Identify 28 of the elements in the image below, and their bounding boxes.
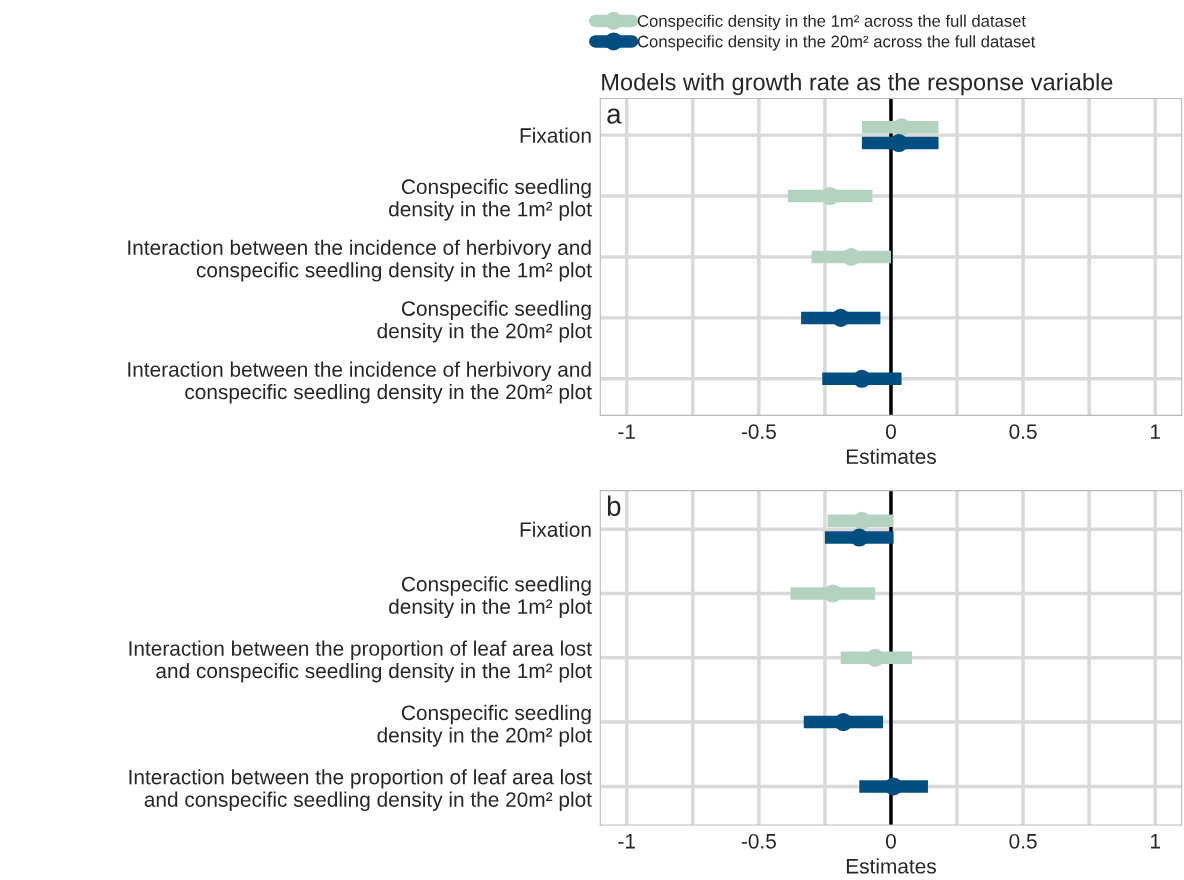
y-tick-label: Fixation <box>520 127 591 143</box>
point <box>884 777 903 796</box>
x-tick-label: -0.5 <box>741 833 776 849</box>
y-tick-label: Interaction between the incidence of herbivory and conspecific seedling density in the 1m² plot <box>128 239 592 282</box>
x-tick-label: -1 <box>618 834 635 849</box>
x-tick-label: 1 <box>1151 834 1160 849</box>
x-tick-label: 0 <box>885 833 896 849</box>
x-tick-label: -0.5 <box>741 424 776 439</box>
x-tick-label: 0.5 <box>1009 833 1037 849</box>
x-tick-label: 1 <box>1151 424 1160 439</box>
y-tick-label: Conspecific seedling density in the 20m² plot <box>377 704 592 747</box>
x-tick-label: 0.5 <box>1009 424 1037 439</box>
y-tick-label: Interaction between the proportion of leaf area lost and conspecific seedling density in the 1m² plot <box>129 640 592 683</box>
annotation: a <box>607 108 622 124</box>
legend-label: Conspecific density in the 20m² across the full dataset <box>637 35 1036 51</box>
y-tick-label: Conspecific seedling density in the 20m² plot <box>377 300 592 343</box>
x-tick-label: -1 <box>618 424 635 439</box>
annotation: b <box>607 495 621 517</box>
x-axis-title: Estimates <box>846 448 936 464</box>
y-tick-label: Conspecific seedling density in the 1m² plot <box>389 178 592 221</box>
x-axis-title: Estimates <box>846 858 936 874</box>
y-tick-label: Fixation <box>520 521 591 537</box>
y-tick-label: Interaction between the incidence of herbivory and conspecific seedling density in the 20m² plot <box>128 361 592 404</box>
y-tick-label: Conspecific seedling density in the 1m² plot <box>389 576 592 619</box>
y-tick-label: Interaction between the proportion of leaf area lost and conspecific seedling density in the 20m² plot <box>129 769 592 812</box>
x-tick-label: 0 <box>885 424 896 439</box>
legend-label: Conspecific density in the 1m² across the full dataset <box>637 14 1026 31</box>
chart-title: Models with growth rate as the response variable <box>602 73 1113 96</box>
